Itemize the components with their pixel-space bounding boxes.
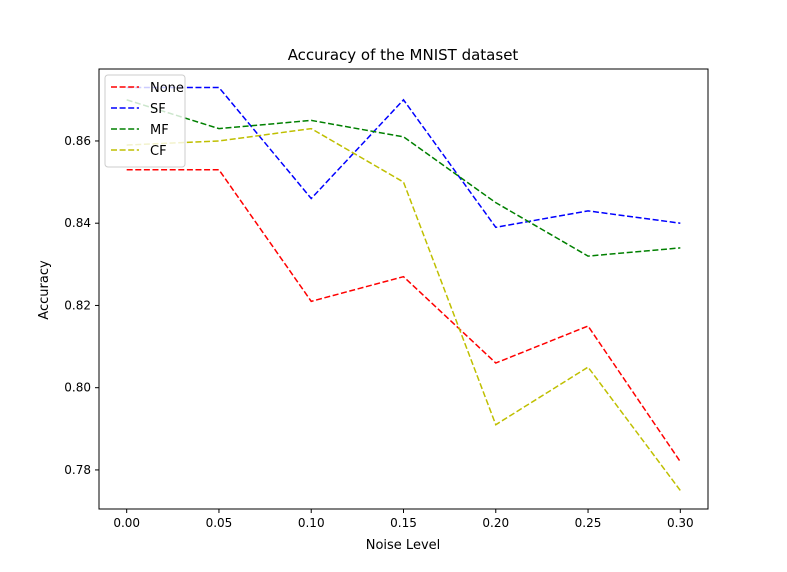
y-tick-label: 0.86	[64, 134, 91, 148]
series-line-cf	[126, 127, 681, 491]
plot-area-frame	[98, 68, 709, 510]
legend-label-none: None	[150, 81, 184, 96]
x-tick-label: 0.25	[575, 516, 602, 530]
series-line-none	[126, 169, 681, 463]
x-axis: 0.00 0.05 0.10 0.15 0.20 0.25 0.30	[113, 509, 694, 530]
legend-box	[104, 74, 186, 168]
x-tick-label: 0.10	[298, 516, 325, 530]
y-tick-label: 0.84	[64, 216, 91, 230]
chart-title: Accuracy of the MNIST dataset	[288, 46, 519, 64]
x-tick-label: 0.15	[390, 516, 417, 530]
y-tick-label: 0.78	[64, 463, 91, 477]
x-tick-label: 0.00	[113, 516, 140, 530]
x-tick-label: 0.20	[482, 516, 509, 530]
series-lines	[126, 86, 681, 491]
y-axis-label: Accuracy	[37, 260, 52, 320]
legend-label-cf: CF	[150, 144, 167, 159]
y-axis: 0.78 0.80 0.82 0.84 0.86	[64, 134, 99, 477]
series-line-sf	[126, 86, 681, 229]
y-tick-label: 0.80	[64, 381, 91, 395]
y-tick-label: 0.82	[64, 298, 91, 312]
x-tick-label: 0.05	[206, 516, 233, 530]
legend: None SF MF CF	[104, 74, 186, 168]
x-tick-label: 0.30	[667, 516, 694, 530]
legend-label-mf: MF	[150, 123, 169, 138]
series-line-mf	[126, 99, 681, 257]
x-axis-label: Noise Level	[366, 538, 441, 553]
legend-label-sf: SF	[150, 102, 166, 117]
